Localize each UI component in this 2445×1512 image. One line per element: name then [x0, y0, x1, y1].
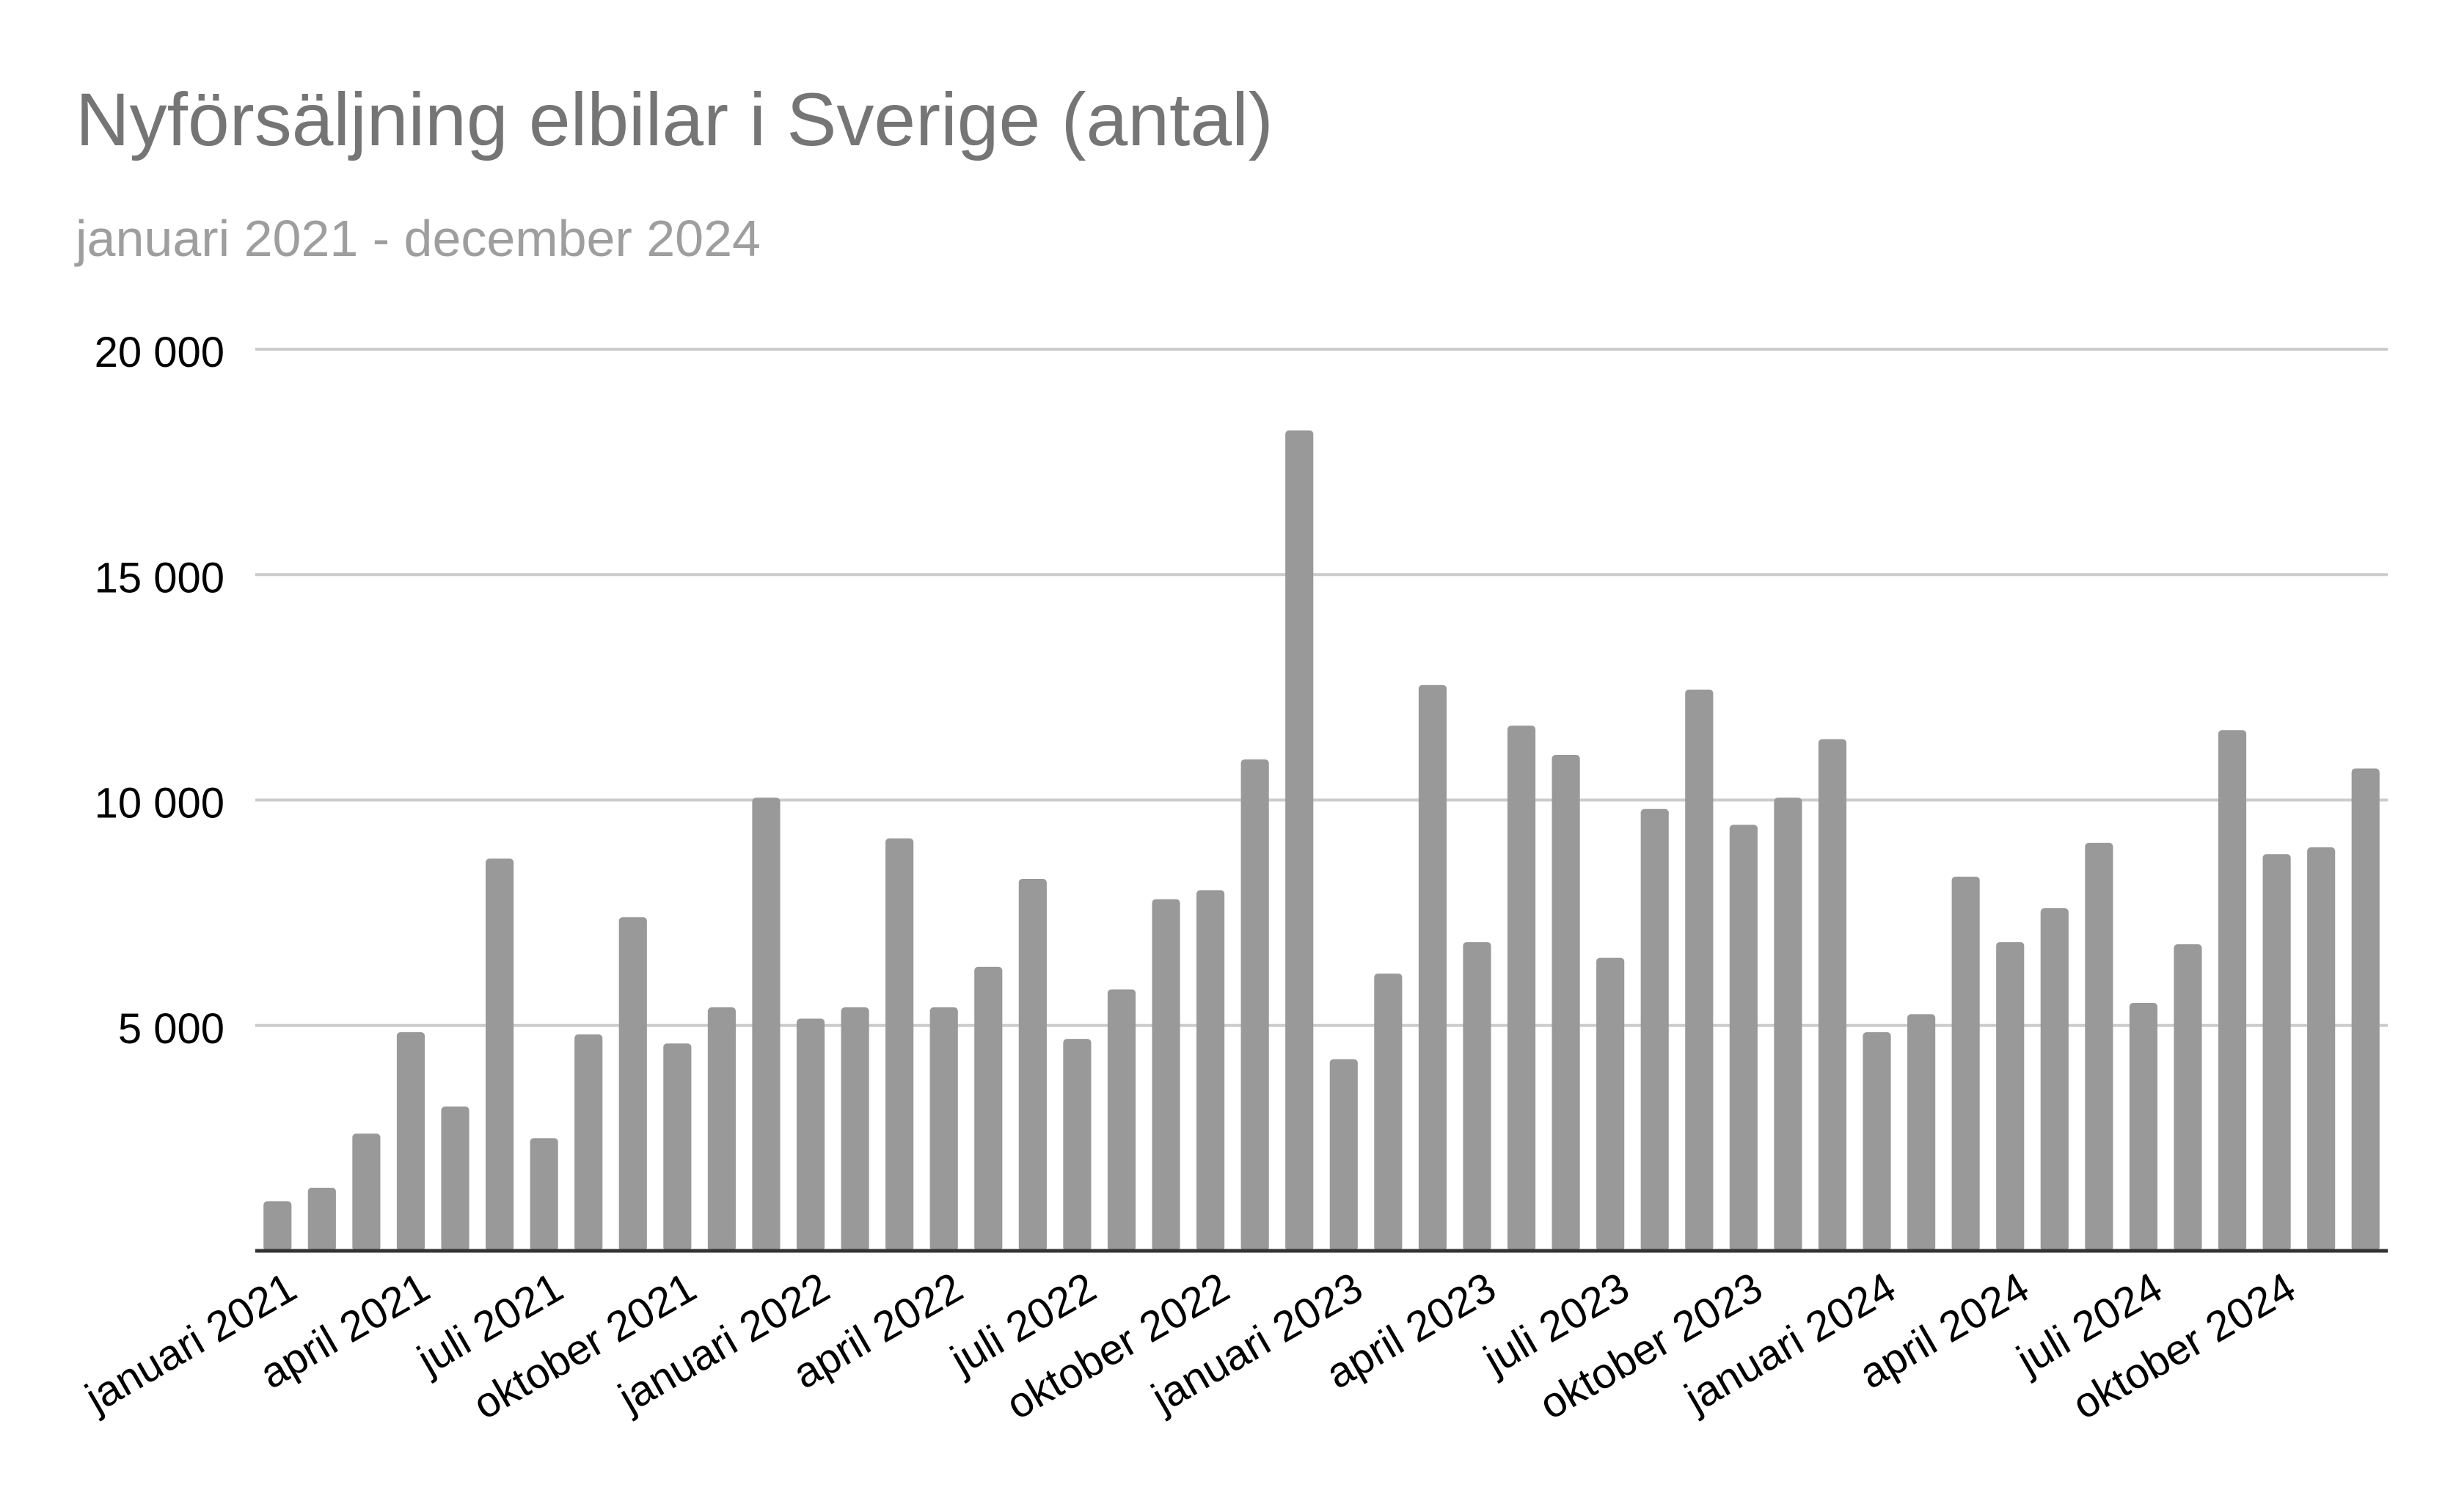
grid-lines — [255, 348, 2388, 1027]
x-tick-label: oktober 2022 — [998, 1263, 1238, 1429]
y-tick-label: 5 000 — [118, 1005, 224, 1053]
bar — [2040, 907, 2069, 1251]
bars — [263, 430, 2380, 1251]
bar — [2174, 944, 2202, 1251]
bar — [263, 1201, 292, 1251]
y-tick-label: 10 000 — [95, 780, 224, 828]
bar — [1463, 942, 1491, 1251]
bar — [885, 838, 914, 1251]
bar — [1374, 974, 1403, 1251]
chart-title: Nyförsäljning elbilar i Sverige (antal) — [76, 78, 1273, 161]
bar — [2129, 1003, 2157, 1251]
bar — [1640, 808, 1669, 1251]
bar — [929, 1007, 958, 1251]
x-tick-label: januari 2021 — [76, 1263, 304, 1422]
bar — [1507, 726, 1536, 1251]
bar — [396, 1031, 425, 1251]
bar — [1018, 879, 1047, 1251]
bar — [841, 1007, 869, 1251]
x-tick-label: oktober 2023 — [1532, 1263, 1771, 1429]
bar — [1063, 1039, 1092, 1251]
bar — [752, 797, 781, 1251]
bar — [1996, 942, 2025, 1251]
x-tick-label: oktober 2021 — [465, 1263, 704, 1429]
chart-subtitle: januari 2021 - december 2024 — [76, 210, 761, 267]
bar — [1818, 739, 1847, 1251]
bar — [1152, 899, 1180, 1251]
bar — [486, 858, 514, 1251]
bar — [1596, 957, 1625, 1251]
bar — [1907, 1014, 1936, 1251]
bar — [2262, 854, 2291, 1251]
bar — [352, 1133, 381, 1251]
bar — [441, 1106, 469, 1251]
y-tick-label: 15 000 — [95, 554, 224, 602]
bar — [1729, 825, 1758, 1251]
bar — [2307, 847, 2336, 1251]
x-tick-label: oktober 2024 — [2064, 1263, 2303, 1429]
bar — [1107, 989, 1136, 1251]
bar — [663, 1043, 692, 1251]
bar — [530, 1138, 558, 1251]
bar — [974, 966, 1003, 1251]
bar — [796, 1018, 825, 1251]
bar — [2218, 730, 2247, 1251]
bar — [1552, 755, 1580, 1251]
bar — [2351, 768, 2380, 1251]
bar — [618, 917, 647, 1251]
bar — [1685, 689, 1714, 1251]
bar — [1951, 876, 1980, 1251]
bar — [1285, 430, 1314, 1251]
y-tick-label: 20 000 — [95, 329, 224, 376]
bar — [574, 1034, 603, 1251]
bar — [307, 1187, 336, 1251]
bar — [1863, 1031, 1891, 1251]
bar — [1418, 684, 1447, 1251]
bar — [1329, 1059, 1358, 1251]
bar — [707, 1007, 736, 1251]
bar — [1196, 890, 1225, 1251]
bar — [1240, 759, 1269, 1251]
bar — [1774, 797, 1802, 1251]
bar — [2085, 842, 2113, 1251]
